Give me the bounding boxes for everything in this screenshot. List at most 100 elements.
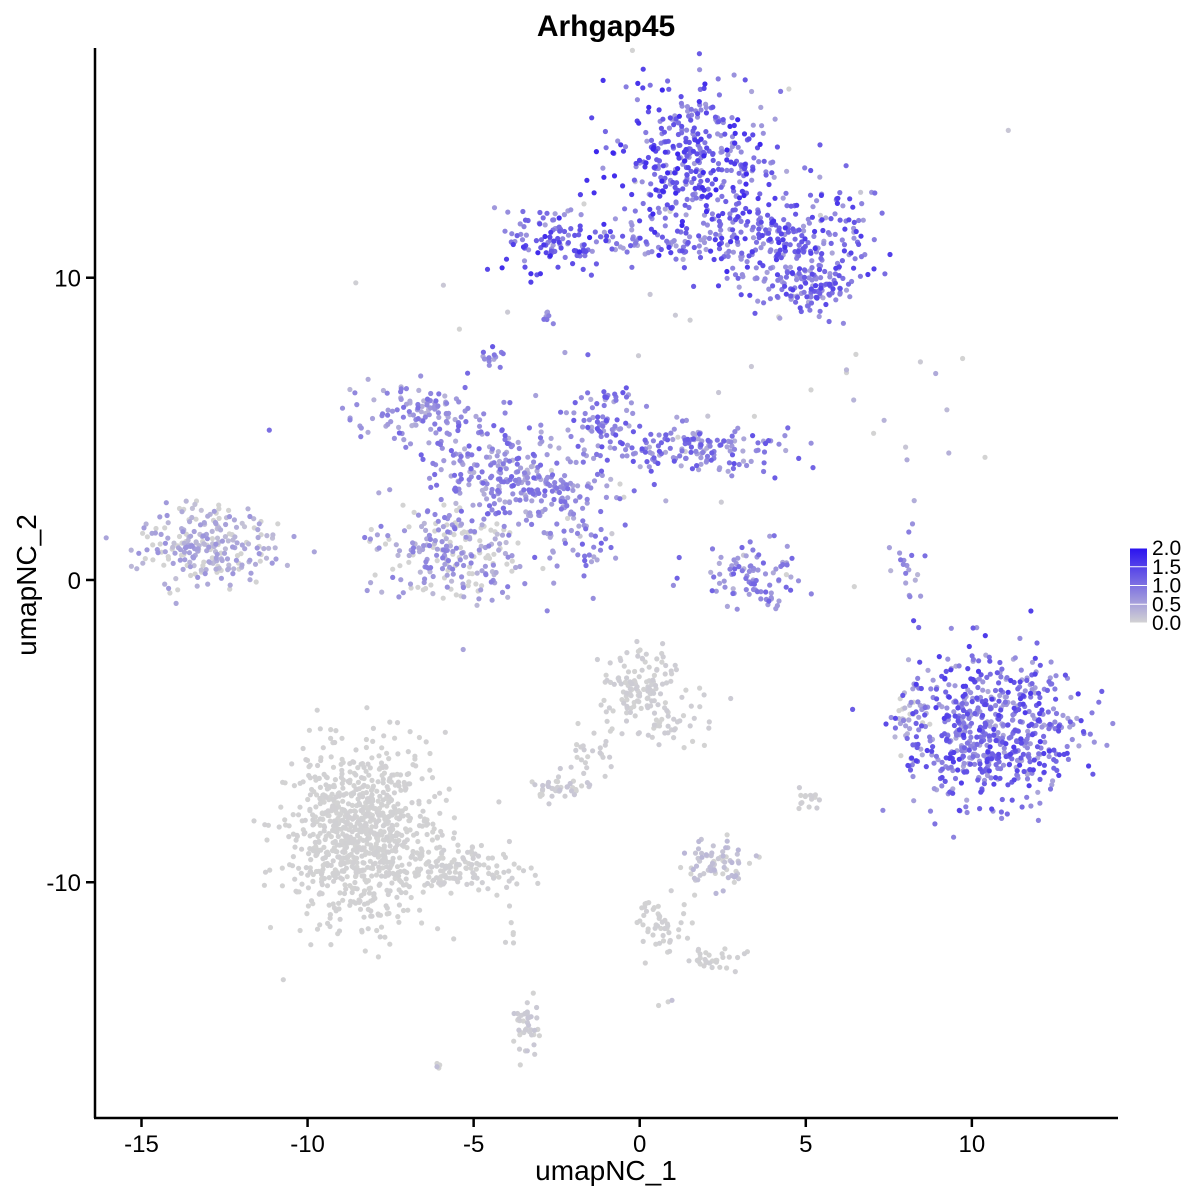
data-point	[358, 775, 365, 781]
data-point	[443, 874, 449, 880]
data-point	[627, 686, 633, 692]
data-point	[731, 557, 737, 563]
data-point	[165, 556, 172, 562]
data-point	[264, 533, 270, 539]
data-point	[514, 881, 520, 887]
data-point	[709, 964, 715, 971]
data-point	[378, 924, 385, 930]
data-point	[458, 521, 465, 527]
data-point	[543, 250, 549, 256]
data-point	[638, 705, 644, 712]
data-point	[980, 687, 986, 693]
data-point	[446, 786, 452, 792]
data-point	[709, 211, 716, 217]
data-point	[906, 529, 912, 535]
data-point	[676, 155, 682, 161]
data-point	[501, 869, 507, 875]
data-point	[483, 485, 489, 492]
data-point	[630, 236, 636, 242]
data-point	[701, 153, 707, 159]
data-point	[692, 185, 698, 191]
data-point	[842, 226, 848, 232]
data-point	[584, 500, 590, 506]
data-point	[650, 211, 656, 217]
data-point	[749, 249, 756, 255]
data-point	[586, 552, 592, 558]
data-point	[679, 248, 685, 254]
data-point	[352, 824, 358, 830]
data-point	[225, 538, 231, 544]
data-point	[860, 217, 866, 223]
data-point	[510, 482, 516, 489]
data-point	[630, 458, 636, 464]
data-point	[368, 803, 374, 809]
data-point	[421, 543, 427, 549]
data-point	[1020, 701, 1026, 707]
data-point	[387, 941, 393, 947]
data-point	[581, 201, 587, 207]
data-point	[997, 692, 1003, 699]
data-point	[942, 675, 948, 682]
data-point	[753, 853, 759, 859]
data-point	[659, 681, 666, 687]
data-point	[736, 564, 742, 570]
data-point	[432, 421, 438, 427]
data-point	[918, 685, 924, 692]
data-point	[735, 954, 741, 961]
data-point	[374, 927, 380, 934]
data-point	[367, 536, 373, 542]
data-point	[1056, 728, 1062, 734]
data-point	[1015, 686, 1021, 692]
data-point	[395, 779, 402, 785]
data-point	[716, 466, 722, 473]
data-point	[481, 411, 487, 417]
data-point	[386, 826, 393, 832]
data-point	[128, 563, 134, 569]
data-point	[480, 349, 486, 355]
data-point	[783, 291, 789, 297]
data-point	[918, 593, 924, 599]
data-point	[516, 445, 522, 452]
data-point	[385, 819, 391, 825]
data-point	[1016, 706, 1022, 713]
data-point	[972, 761, 978, 767]
data-point	[1104, 742, 1110, 748]
data-point	[426, 859, 432, 865]
data-point	[463, 554, 469, 560]
data-point	[622, 522, 628, 528]
data-point	[723, 845, 729, 851]
data-point	[1018, 740, 1024, 746]
data-point	[371, 397, 377, 403]
data-point	[510, 940, 517, 946]
data-point	[715, 76, 721, 82]
data-point	[562, 254, 568, 260]
data-point	[396, 783, 402, 789]
data-point	[913, 734, 920, 740]
data-point	[440, 282, 446, 288]
data-point	[683, 212, 689, 218]
data-point	[511, 1038, 517, 1044]
data-point	[1014, 738, 1020, 745]
data-point	[807, 192, 814, 198]
data-point	[599, 444, 605, 450]
data-point	[731, 446, 738, 452]
data-point	[689, 179, 695, 185]
data-point	[400, 813, 406, 819]
data-point	[679, 218, 686, 225]
data-point	[412, 753, 418, 759]
data-point	[969, 653, 975, 659]
data-point	[799, 233, 805, 239]
data-point	[755, 298, 761, 304]
data-point	[242, 546, 248, 552]
data-point	[172, 550, 178, 556]
data-point	[697, 254, 704, 261]
data-point	[189, 514, 195, 521]
data-point	[435, 410, 441, 416]
data-point	[363, 736, 369, 743]
data-point	[150, 542, 156, 548]
data-point	[564, 503, 570, 509]
data-point	[528, 279, 534, 285]
data-point	[639, 656, 646, 662]
data-point	[514, 461, 520, 467]
